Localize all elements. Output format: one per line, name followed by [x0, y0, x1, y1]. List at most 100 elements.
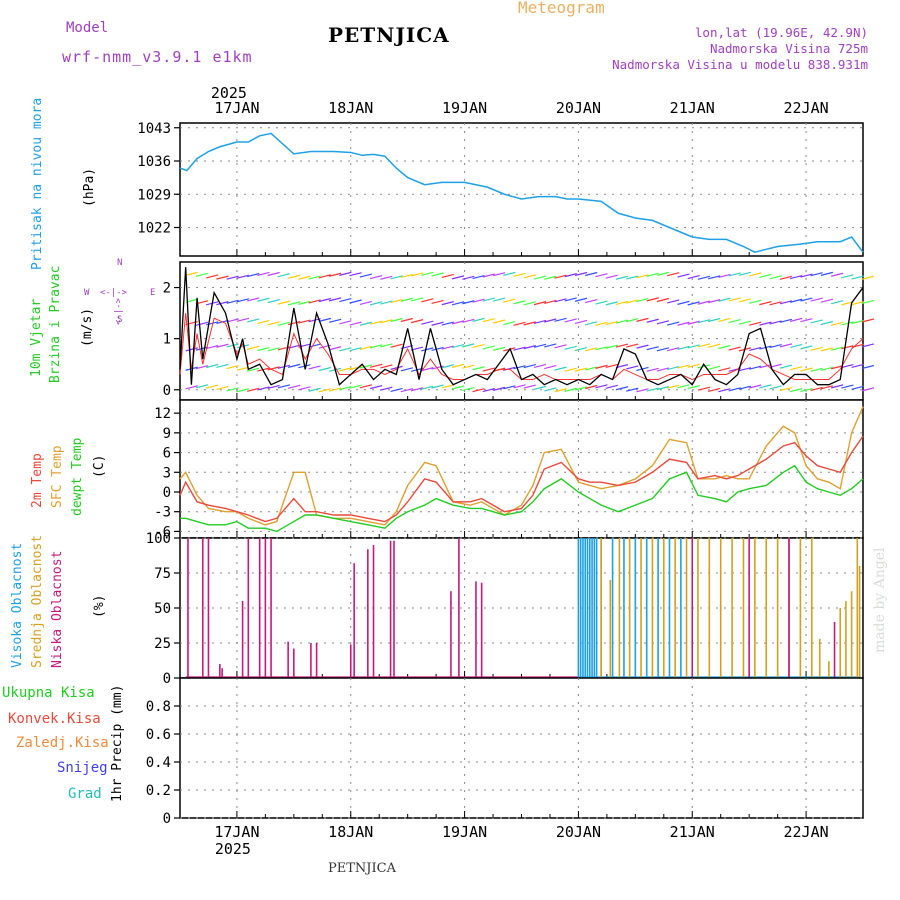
wind-barb — [318, 388, 332, 393]
wind-barb — [226, 318, 239, 323]
wind-barb — [185, 385, 198, 390]
legend-grad: Grad — [68, 786, 102, 802]
wind-barb — [759, 384, 772, 389]
cloud-panel: 0 25 50 75 100 — [146, 531, 864, 687]
wind-barb — [451, 275, 465, 280]
wind-barb — [585, 384, 598, 390]
wind-barb — [687, 301, 700, 306]
wind-barb — [636, 274, 649, 279]
wind-barb — [267, 321, 280, 326]
wind-barb — [462, 386, 475, 392]
wind-barb — [605, 301, 618, 306]
wind-barb — [677, 321, 690, 326]
wind-barb — [287, 363, 301, 368]
wind-barb — [759, 364, 772, 369]
wind-barb — [380, 319, 393, 324]
wind-barb — [687, 344, 700, 349]
wind-barb — [277, 384, 291, 389]
wind-barb — [216, 363, 229, 369]
wind-barb — [462, 300, 475, 305]
wind-barb — [861, 299, 875, 305]
wind-barb — [287, 320, 301, 326]
wind-barb — [841, 274, 854, 279]
wind-barb — [759, 273, 772, 279]
wind-barb — [216, 385, 229, 390]
wind-barb — [421, 367, 434, 372]
wind-barb — [615, 386, 629, 391]
wind-barb — [728, 346, 741, 351]
wind-barb — [410, 387, 424, 392]
legend-konvek: Konvek.Kisa — [8, 711, 101, 727]
wind-barb — [718, 297, 731, 302]
wind-barb — [718, 273, 731, 279]
wind-barb — [851, 275, 864, 280]
top-day-label: 20JAN — [556, 99, 601, 117]
temp-ytick-label-2: 0 — [163, 485, 171, 501]
wind-barb — [410, 297, 424, 302]
temp-ytick-label-0: -6 — [154, 524, 171, 540]
wind-barb — [646, 346, 659, 351]
temp-sfc-line — [179, 406, 864, 526]
wind-barb — [646, 318, 659, 323]
wind-barb — [544, 275, 557, 280]
wind-barb — [185, 347, 198, 352]
wind-barb — [441, 273, 454, 279]
wind-barb — [400, 297, 413, 302]
station-title: PETNJICA — [328, 23, 450, 47]
wind-barb — [605, 274, 618, 279]
wind-barb — [318, 366, 332, 372]
wind-barb — [349, 272, 362, 277]
temp-ytick-label-4: 6 — [163, 446, 171, 462]
wind-barb — [503, 298, 516, 303]
legend-zaledj: Zaledj.Kisa — [16, 735, 109, 751]
wind-barb — [503, 271, 516, 276]
wind-barb — [779, 300, 793, 305]
bottom-day-label: 21JAN — [670, 823, 715, 841]
wind-barb — [380, 386, 393, 391]
wind-barb — [769, 343, 782, 349]
wind-barb — [790, 274, 803, 280]
wind-barb — [431, 384, 444, 389]
wind-ytick-label-1: 1 — [163, 332, 171, 348]
wind-barb — [574, 347, 588, 352]
wind-barb — [779, 343, 793, 348]
pressure-ytick-label-2: 1036 — [137, 154, 171, 170]
precip-frame — [179, 677, 864, 819]
wind-barb — [236, 366, 250, 371]
lonlat-label: lon,lat (19.96E, 42.9N) — [694, 25, 868, 40]
wind-barb — [236, 274, 250, 279]
wind-barb — [687, 320, 700, 325]
model-altitude-label: Nadmorska Visina u modelu 838.931m — [612, 57, 868, 72]
wind-barb — [206, 363, 219, 369]
wind-barb — [656, 320, 670, 325]
wind-barb — [718, 388, 731, 393]
compass-e: E — [150, 288, 156, 298]
wind-barb — [523, 321, 536, 326]
top-day-label: 18JAN — [328, 99, 373, 117]
cloud-ytick-label-2: 50 — [154, 601, 171, 617]
temp-ytick-label-1: -3 — [154, 505, 171, 521]
cloud-ytick-label-0: 0 — [163, 671, 171, 687]
wind-barb — [421, 320, 434, 325]
wind-barb — [708, 387, 721, 393]
wind-barb — [595, 384, 608, 389]
wind-barb — [451, 363, 465, 368]
altitude-label: Nadmorska Visina 725m — [709, 41, 868, 56]
top-day-label: 22JAN — [784, 99, 829, 117]
wind-barb — [810, 297, 823, 302]
wind-barb — [482, 387, 495, 393]
precip-ytick-label-4: 0.8 — [146, 699, 171, 715]
wind-barb — [257, 347, 270, 352]
wind-barb — [820, 347, 834, 352]
wind-barb — [533, 363, 547, 369]
wind-barb — [533, 301, 547, 306]
wind-barb — [646, 387, 659, 392]
bottom-year-label: 2025 — [215, 840, 251, 858]
wind-barb — [851, 363, 864, 369]
wind-barb — [636, 388, 649, 393]
wind-barb — [359, 384, 373, 389]
wind-barb — [728, 297, 741, 302]
wind-barb — [800, 273, 813, 278]
wind-barb — [472, 298, 485, 303]
wind-barb — [810, 346, 823, 351]
